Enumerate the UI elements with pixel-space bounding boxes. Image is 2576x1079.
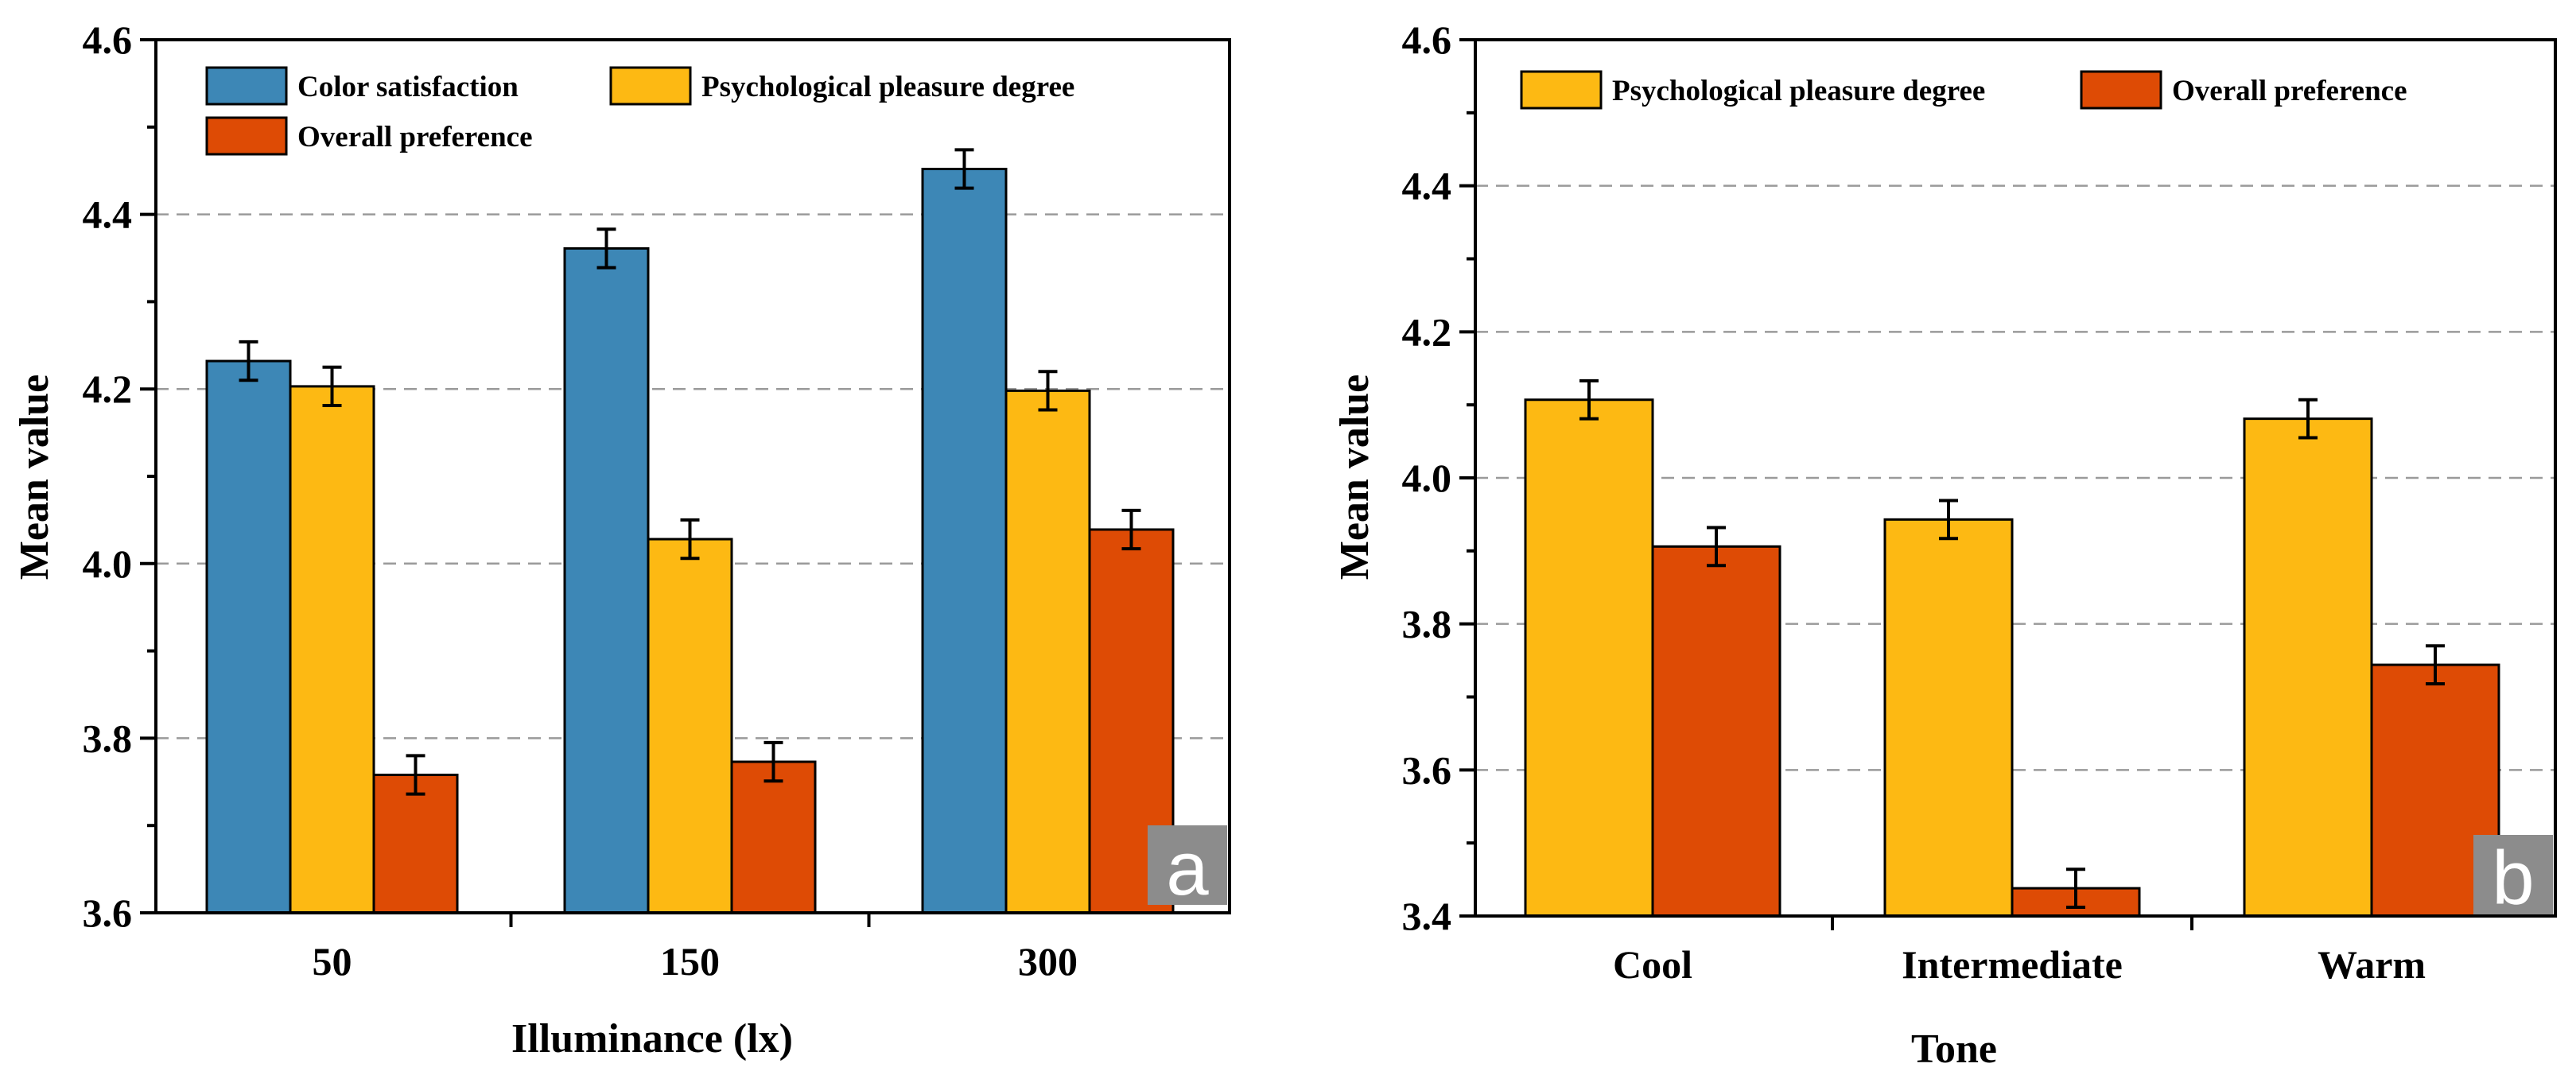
legend-b-swatch-psychological-pleasure [1520, 70, 1603, 110]
error-bar-a-color_satisfaction-0 [239, 340, 258, 382]
legend-b: Psychological pleasure degree Overall pr… [1520, 70, 2407, 110]
legend-a-swatch-overall-preference [205, 116, 288, 156]
bar-a-psychological_pleasure-1 [647, 538, 733, 914]
error-bar-b-overall_preference-2 [2426, 644, 2445, 685]
bar-a-color_satisfaction-1 [563, 246, 650, 914]
error-bar-a-color_satisfaction-1 [596, 227, 616, 270]
panel-badge-a-bg [1148, 825, 1227, 905]
y-tick-label-b: 4.4 [1402, 164, 1452, 208]
error-bar-b-psychological_pleasure-0 [1579, 378, 1599, 421]
legend-a: Color satisfaction Psychological pleasur… [205, 66, 1074, 156]
y-tick-label-b: 3.6 [1402, 747, 1452, 792]
y-tick-label-a: 4.2 [83, 367, 133, 411]
bar-a-color_satisfaction-2 [921, 168, 1008, 914]
error-bar-a-psychological_pleasure-0 [322, 365, 342, 408]
y-tick-label-b: 4.2 [1402, 309, 1452, 354]
x-tick-label-a-2: 300 [1018, 939, 1078, 984]
bar-b-psychological_pleasure-2 [2243, 417, 2373, 918]
x-axis-title-a: Illuminance (lx) [511, 1016, 793, 1062]
x-axis-ticks-b: Cool Intermediate Warm [1613, 916, 2426, 987]
error-bar-a-color_satisfaction-2 [954, 148, 974, 190]
panel-badge-b-letter: b [2492, 836, 2534, 921]
legend-a-swatch-color-satisfaction [205, 66, 288, 106]
error-bar-b-psychological_pleasure-2 [2298, 398, 2318, 440]
x-tick-label-a-0: 50 [313, 939, 352, 984]
legend-b-label-overall-preference: Overall preference [2172, 75, 2407, 107]
y-tick-label-b: 4.0 [1402, 456, 1452, 500]
y-tick-label-a: 4.4 [83, 192, 133, 237]
error-bar-a-overall_preference-1 [763, 740, 783, 783]
y-tick-label-b: 3.4 [1402, 894, 1452, 938]
error-bar-b-overall_preference-0 [1707, 526, 1726, 568]
y-axis-title-b: Mean value [1332, 375, 1377, 580]
panel-badge-a: a [1148, 825, 1227, 911]
panel-badge-b-bg [2473, 835, 2553, 914]
y-axis-ticks-a: 3.6 3.8 4.0 4.2 4.4 4.6 [83, 17, 156, 935]
panel-badge-a-letter: a [1166, 826, 1209, 911]
bar-b-psychological_pleasure-1 [1883, 518, 2014, 918]
chart-panel-a: Illuminance (lx) Mean value 3.6 3.8 4.0 4.2… [12, 17, 1231, 1062]
error-bar-a-overall_preference-0 [406, 754, 425, 796]
y-tick-label-a: 3.6 [83, 891, 133, 935]
error-bar-a-psychological_pleasure-2 [1038, 370, 1058, 412]
legend-b-swatch-overall-preference [2080, 70, 2162, 110]
error-bar-b-psychological_pleasure-1 [1939, 499, 1958, 541]
legend-a-label-overall-preference: Overall preference [297, 121, 533, 153]
y-tick-label-a: 4.6 [83, 17, 133, 62]
y-tick-label-b: 3.8 [1402, 602, 1452, 646]
bar-a-overall_preference-1 [730, 760, 817, 914]
x-tick-label-b-0: Cool [1613, 942, 1692, 987]
legend-a-label-color-satisfaction: Color satisfaction [297, 71, 519, 103]
bars-a [205, 148, 1175, 914]
x-tick-label-b-1: Intermediate [1902, 942, 2123, 987]
y-tick-label-a: 4.0 [83, 541, 133, 586]
x-tick-label-b-2: Warm [2318, 942, 2426, 987]
legend-b-label-psychological-pleasure: Psychological pleasure degree [1612, 75, 1985, 107]
bar-b-psychological_pleasure-0 [1524, 398, 1654, 918]
bar-a-color_satisfaction-0 [205, 359, 292, 914]
legend-a-label-psychological-pleasure: Psychological pleasure degree [701, 71, 1074, 103]
bar-b-overall_preference-0 [1651, 545, 1781, 918]
error-bar-a-psychological_pleasure-1 [680, 518, 700, 561]
x-tick-label-a-1: 150 [660, 939, 720, 984]
panel-badge-b: b [2473, 835, 2553, 921]
bars-b [1524, 378, 2500, 918]
error-bar-b-overall_preference-1 [2066, 867, 2085, 909]
chart-panel-b: Tone Mean value 3.4 3.6 3.8 4.0 4.2 4.4 4.6 Coo… [1332, 17, 2557, 1072]
legend-a-swatch-psychological-pleasure [609, 66, 692, 106]
y-tick-label-b: 4.6 [1402, 17, 1452, 62]
y-axis-title-a: Mean value [12, 375, 57, 580]
y-axis-ticks-b: 3.4 3.6 3.8 4.0 4.2 4.4 4.6 [1402, 17, 1475, 938]
bar-a-psychological_pleasure-0 [289, 385, 375, 914]
x-axis-title-b: Tone [1911, 1027, 1997, 1072]
error-bar-a-overall_preference-2 [1121, 508, 1141, 551]
y-tick-label-a: 3.8 [83, 716, 133, 760]
x-axis-ticks-a: 50 150 300 [313, 913, 1078, 984]
bar-a-psychological_pleasure-2 [1004, 389, 1091, 914]
